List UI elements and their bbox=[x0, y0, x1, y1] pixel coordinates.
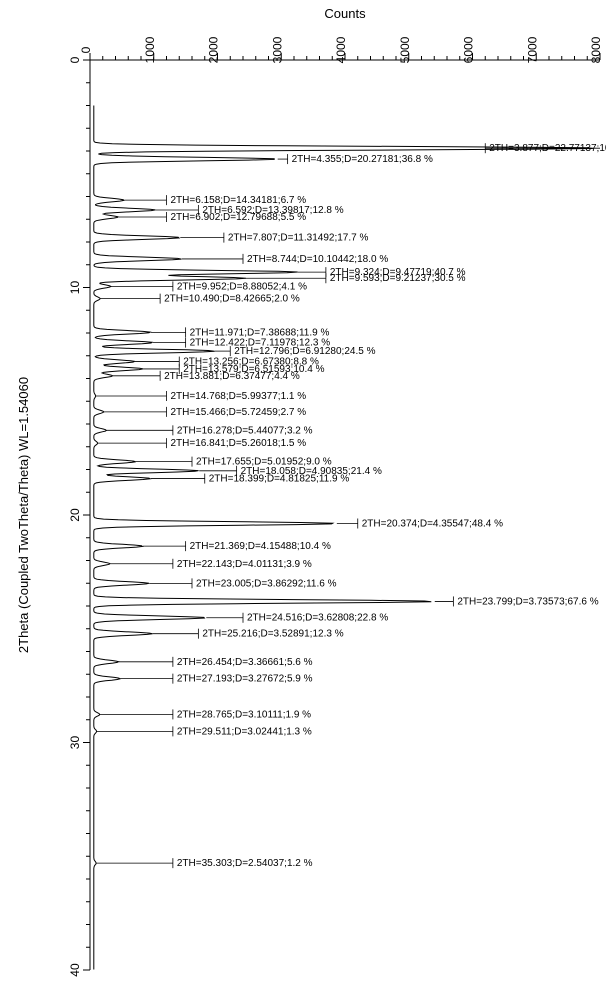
peak-label: 2TH=9.952;D=8.88052;4.1 % bbox=[177, 281, 307, 292]
peak-label: 2TH=13.881;D=6.37477;4.4 % bbox=[164, 371, 300, 382]
peak-label: 2TH=7.807;D=11.31492;17.7 % bbox=[228, 233, 369, 244]
x-tick-label: 7000 bbox=[525, 36, 539, 63]
y-tick-label: 30 bbox=[68, 736, 82, 750]
peak-label: 2TH=6.902;D=12.79688;5.5 % bbox=[171, 212, 307, 223]
peak-label: 2TH=27.193;D=3.27672;5.9 % bbox=[177, 674, 313, 685]
peak-label: 2TH=26.454;D=3.36661;5.6 % bbox=[177, 657, 313, 668]
peak-label: 2TH=29.511;D=3.02441;1.3 % bbox=[177, 726, 312, 737]
y-tick-label: 40 bbox=[68, 963, 82, 977]
x-tick-label: 6000 bbox=[462, 36, 476, 63]
peak-label: 2TH=20.374;D=4.35547;48.4 % bbox=[362, 519, 503, 530]
peak-label: 2TH=15.466;D=5.72459;2.7 % bbox=[171, 407, 307, 418]
y-tick-label: 0 bbox=[68, 56, 82, 63]
peak-label: 2TH=18.399;D=4.81825;11.9 % bbox=[209, 474, 350, 485]
x-tick-label: 5000 bbox=[398, 36, 412, 63]
y-axis-label: 2Theta (Coupled TwoTheta/Theta) WL=1.540… bbox=[16, 377, 31, 653]
peak-label: 2TH=16.278;D=5.44077;3.2 % bbox=[177, 425, 313, 436]
x-tick-label: 8000 bbox=[589, 36, 603, 63]
peak-label: 2TH=22.143;D=4.01131;3.9 % bbox=[177, 559, 312, 570]
peak-label: 2TH=12.796;D=6.91280;24.5 % bbox=[234, 346, 375, 357]
peak-label: 2TH=21.369;D=4.15488;10.4 % bbox=[190, 541, 331, 552]
peak-label: 2TH=3.877;D=22.77137;100.0 % bbox=[489, 143, 606, 154]
x-tick-label: 4000 bbox=[334, 36, 348, 63]
peak-label: 2TH=8.744;D=10.10442;18.0 % bbox=[247, 254, 388, 265]
peak-label: 2TH=24.516;D=3.62808;22.8 % bbox=[247, 613, 388, 624]
x-tick-label: 0 bbox=[79, 46, 93, 53]
x-axis-label: Counts bbox=[324, 6, 366, 21]
peak-label: 2TH=4.355;D=20.27181;36.8 % bbox=[292, 154, 433, 165]
peak-label: 2TH=9.593;D=9.21237;30.5 % bbox=[330, 273, 466, 284]
x-tick-label: 2000 bbox=[207, 36, 221, 63]
x-tick-label: 3000 bbox=[270, 36, 284, 63]
peak-label: 2TH=25.216;D=3.52891;12.3 % bbox=[202, 629, 343, 640]
peak-label: 2TH=16.841;D=5.26018;1.5 % bbox=[171, 438, 307, 449]
peak-label: 2TH=14.768;D=5.99377;1.1 % bbox=[171, 391, 307, 402]
x-tick-label: 1000 bbox=[143, 36, 157, 63]
peak-label: 2TH=28.765;D=3.10111;1.9 % bbox=[177, 709, 311, 720]
peak-label: 2TH=23.005;D=3.86292;11.6 % bbox=[196, 578, 337, 589]
peak-label: 2TH=10.490;D=8.42665;2.0 % bbox=[164, 294, 300, 305]
y-tick-label: 20 bbox=[68, 508, 82, 522]
peak-label: 2TH=23.799;D=3.73573;67.6 % bbox=[457, 596, 598, 607]
peak-label: 2TH=35.303;D=2.54037;1.2 % bbox=[177, 858, 313, 869]
xrd-chart: 0 1000 2000 3000 4000 5000 6000 7000 8000 Counts 0… bbox=[0, 0, 606, 1000]
y-tick-label: 10 bbox=[68, 281, 82, 295]
